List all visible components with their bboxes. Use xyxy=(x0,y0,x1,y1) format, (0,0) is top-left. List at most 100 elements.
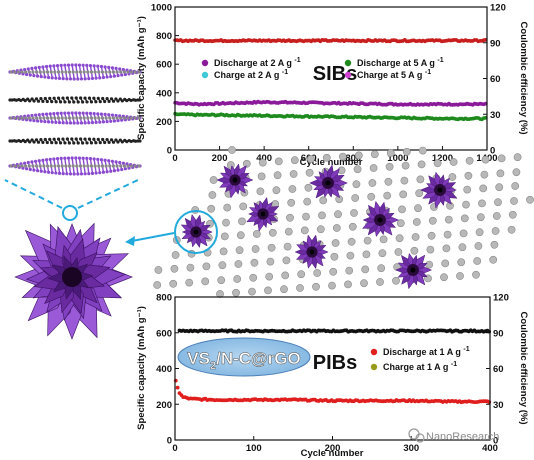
crystal-atom xyxy=(79,172,84,176)
crystal-atom xyxy=(71,164,75,168)
crystal-atom xyxy=(89,100,94,104)
crystal-atom xyxy=(35,70,39,74)
graphene-atom xyxy=(370,150,379,159)
graphene-atom xyxy=(433,159,442,168)
crystal-atom xyxy=(34,138,39,142)
crystal-atom xyxy=(27,70,31,74)
crystal-atom xyxy=(13,116,17,120)
graphene-atom xyxy=(302,212,310,221)
crystal-atom xyxy=(107,113,111,117)
crystal-atom xyxy=(88,157,93,161)
crystal-atom xyxy=(76,172,80,176)
crystal-atom xyxy=(19,139,23,144)
crystal-atom xyxy=(97,164,101,168)
graphene-atom xyxy=(305,168,314,177)
crystal-atom xyxy=(89,70,94,74)
crystal-atom xyxy=(39,97,43,101)
crystal-atom xyxy=(119,164,123,168)
crystal-atom xyxy=(96,96,100,100)
crystal-atom xyxy=(133,116,137,120)
crystal-atom xyxy=(13,164,17,168)
crystal-atom xyxy=(87,96,92,100)
graphene-atom xyxy=(304,183,313,192)
crystal-atom xyxy=(86,116,90,120)
crystal-atom xyxy=(13,70,17,74)
series-discharge-at-2-a-g-1 xyxy=(173,99,488,107)
crystal-atom xyxy=(137,116,141,120)
watermark-text: NanoResearch xyxy=(426,431,499,443)
graphene-atom xyxy=(425,260,434,269)
crystal-atom xyxy=(77,111,82,115)
crystal-atom xyxy=(103,158,107,162)
graphene-atom xyxy=(258,158,267,167)
series-discharge-at-5-a-g-1 xyxy=(173,111,488,122)
crystal-atom xyxy=(101,170,106,174)
graphene-atom xyxy=(507,225,516,234)
y2-tick-label: 90 xyxy=(493,328,504,339)
graphene-atom xyxy=(472,270,480,279)
crystal-atom xyxy=(114,160,118,164)
legend-entry: Charge at 5 A g -1 xyxy=(357,69,431,80)
graphene-atom xyxy=(228,146,236,154)
crystal-atom xyxy=(89,164,94,168)
graphene-atom xyxy=(331,239,340,247)
graphene-atom xyxy=(400,176,409,185)
graphene-atom xyxy=(444,215,453,224)
x-tick-label: 200 xyxy=(325,443,341,454)
x-tick-label: 0 xyxy=(172,153,177,164)
crystal-atom xyxy=(122,164,126,168)
crystal-atom xyxy=(72,121,76,125)
graphene-atom xyxy=(268,228,277,237)
y2-tick-label: 0 xyxy=(490,146,495,157)
y-tick-label: 1000 xyxy=(151,3,172,14)
flower-center xyxy=(260,211,266,217)
crystal-atom xyxy=(90,120,95,125)
graphene-atom xyxy=(256,187,265,196)
crystal-atom xyxy=(72,141,76,145)
crystal-atom xyxy=(105,75,109,79)
graphene-atom xyxy=(350,209,358,217)
crystal-atom xyxy=(130,164,134,168)
crystal-atom xyxy=(82,70,86,74)
crystal-atom xyxy=(65,96,69,100)
crystal-atom xyxy=(89,116,94,120)
graphene-atom xyxy=(415,189,424,198)
graphene-atom xyxy=(300,226,309,235)
x-tick-label: 1000 xyxy=(387,153,408,164)
crystal-atom xyxy=(43,137,47,142)
graphene-atom xyxy=(492,212,501,220)
crystal-atom xyxy=(41,112,45,116)
crystal-atom xyxy=(37,113,41,117)
graphene-atom xyxy=(283,242,292,251)
crystal-atom xyxy=(86,70,90,74)
graphene-atom xyxy=(207,204,216,213)
legend-entry: Discharge at 5 A g -1 xyxy=(357,57,444,68)
graphene-atom xyxy=(442,244,451,253)
crystal-atom xyxy=(109,75,113,79)
y-tick-label: 200 xyxy=(156,117,172,128)
crystal-atom xyxy=(65,172,69,176)
crystal-atom xyxy=(99,112,104,116)
crystal-atom xyxy=(30,97,34,101)
x-tick-label: 1200 xyxy=(432,153,453,164)
crystal-atom xyxy=(137,164,141,168)
crystal-atom xyxy=(23,99,27,103)
crystal-atom xyxy=(109,169,113,173)
crystal-atom xyxy=(92,137,96,141)
crystal-atom xyxy=(50,120,54,124)
y2-tick-label: 30 xyxy=(490,110,501,121)
crystal-atom xyxy=(93,116,97,120)
graphene-atom xyxy=(296,284,304,292)
crystal-atom xyxy=(56,70,61,74)
material-label-main: VS xyxy=(187,349,210,368)
crystal-atom xyxy=(85,63,89,67)
crystal-atom xyxy=(67,70,72,74)
crystal-atom xyxy=(72,77,76,81)
crystal-atom xyxy=(67,164,72,168)
graphene-atom xyxy=(362,250,371,259)
crystal-atom xyxy=(60,164,64,168)
graphene-atom xyxy=(369,164,378,172)
graphene-atom xyxy=(386,149,395,157)
y-tick-label: 400 xyxy=(156,364,172,375)
crystal-atom xyxy=(50,100,54,104)
